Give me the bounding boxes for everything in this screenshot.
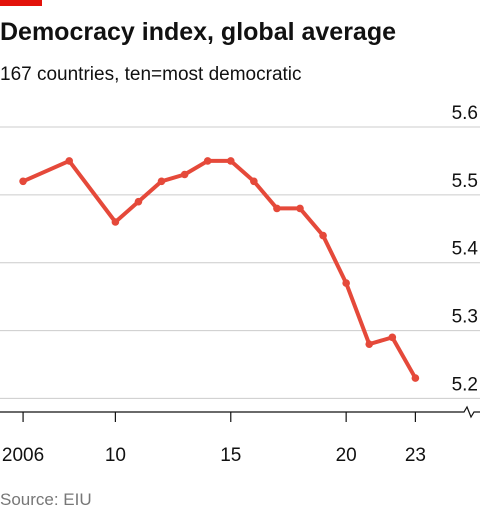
y-tick-label: 5.5 [452,171,478,192]
x-tick-label: 10 [105,445,126,466]
chart-title: Democracy index, global average [0,18,396,46]
brand-bar [0,0,42,6]
point [342,279,350,287]
chart-subtitle: 167 countries, ten=most democratic [0,64,302,85]
point [273,204,281,213]
x-tick-label: 23 [405,445,426,466]
point [203,157,212,165]
axis-break [460,405,480,419]
point [180,170,189,179]
point [226,157,235,165]
point [19,177,27,186]
point [250,177,258,186]
x-tick-label: 2006 [2,445,44,466]
point [388,333,397,342]
y-tick-label: 5.3 [452,307,478,328]
y-tick-label: 5.6 [452,103,478,124]
y-tick-label: 5.2 [452,374,478,395]
line [22,158,418,380]
point [157,177,166,186]
point [296,204,304,213]
point [111,218,120,226]
x-tick-label: 15 [220,445,241,466]
y-tick-label: 5.4 [452,239,479,260]
point [134,197,143,206]
point [65,157,74,165]
point [319,231,327,240]
x-tick-label: 20 [336,445,357,466]
source: Source: EIU [0,490,92,509]
point [365,340,374,348]
point [411,374,420,382]
